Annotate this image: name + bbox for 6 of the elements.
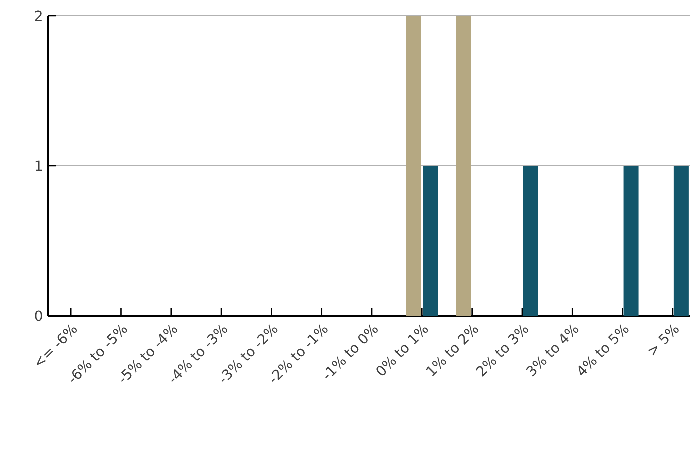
y-tick-label: 1: [36, 160, 42, 172]
x-tick-label: > 5%: [648, 324, 679, 356]
y-tick-label: 2: [35, 10, 42, 22]
x-tick-label: <= -6%: [36, 324, 78, 366]
y-tick-label: 0: [35, 310, 42, 322]
x-tick-label: 4% to 5%: [578, 324, 629, 376]
